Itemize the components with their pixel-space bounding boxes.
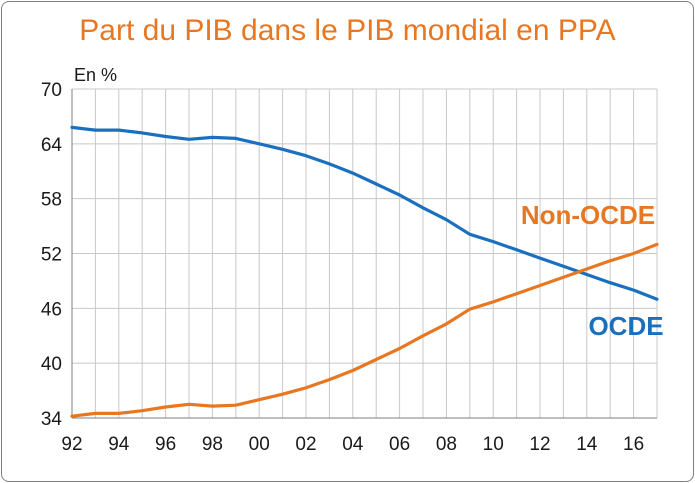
x-tick-label: 12 bbox=[529, 434, 550, 455]
axes bbox=[71, 89, 657, 419]
series-label-non-ocde: Non-OCDE bbox=[521, 200, 655, 230]
chart-title: Part du PIB dans le PIB mondial en PPA bbox=[79, 14, 616, 47]
y-axis-ticks: 34 40 46 52 58 64 70 bbox=[41, 80, 63, 430]
x-tick-label: 98 bbox=[202, 434, 223, 455]
y-tick-label: 64 bbox=[41, 135, 63, 156]
x-tick-label: 02 bbox=[295, 434, 316, 455]
series-label-ocde: OCDE bbox=[588, 311, 663, 341]
y-tick-label: 58 bbox=[41, 190, 62, 211]
x-tick-label: 04 bbox=[342, 434, 364, 455]
x-tick-label: 06 bbox=[389, 434, 410, 455]
y-tick-label: 34 bbox=[41, 409, 63, 430]
y-tick-label: 52 bbox=[41, 245, 62, 266]
x-tick-label: 16 bbox=[623, 434, 644, 455]
series-line-non-ocde bbox=[70, 242, 659, 418]
series-lines bbox=[70, 125, 659, 418]
y-tick-label: 40 bbox=[41, 354, 62, 375]
x-tick-label: 92 bbox=[61, 434, 82, 455]
x-tick-label: 94 bbox=[108, 434, 130, 455]
y-tick-label: 70 bbox=[41, 80, 62, 101]
y-axis-unit-label: En % bbox=[74, 65, 117, 85]
x-tick-label: 96 bbox=[155, 434, 176, 455]
x-tick-label: 14 bbox=[576, 434, 598, 455]
x-tick-label: 00 bbox=[249, 434, 270, 455]
series-line-ocde bbox=[70, 125, 659, 301]
y-tick-label: 46 bbox=[41, 299, 62, 320]
grid bbox=[72, 88, 658, 419]
x-axis-ticks: 92 94 96 98 00 02 04 06 08 10 12 14 16 bbox=[61, 434, 644, 455]
x-tick-label: 08 bbox=[436, 434, 457, 455]
x-tick-label: 10 bbox=[483, 434, 504, 455]
